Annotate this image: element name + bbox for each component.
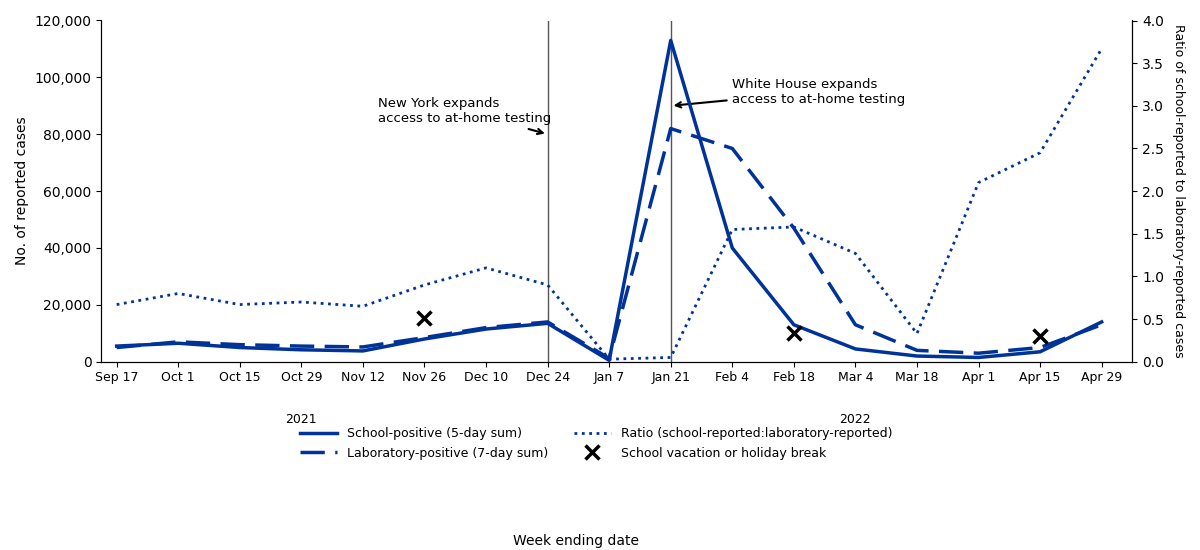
Text: New York expands
access to at-home testing: New York expands access to at-home testi…	[378, 97, 552, 134]
Text: 2021: 2021	[286, 413, 317, 426]
Text: 2022: 2022	[840, 413, 871, 426]
Text: Week ending date: Week ending date	[514, 534, 640, 547]
Y-axis label: No. of reported cases: No. of reported cases	[14, 117, 29, 266]
Text: White House expands
access to at-home testing: White House expands access to at-home te…	[676, 78, 906, 107]
Legend: School-positive (5-day sum), Laboratory-positive (7-day sum), Ratio (school-repo: School-positive (5-day sum), Laboratory-…	[295, 422, 898, 465]
Y-axis label: Ratio of school-reported to laboratory-reported cases: Ratio of school-reported to laboratory-r…	[1172, 24, 1186, 358]
